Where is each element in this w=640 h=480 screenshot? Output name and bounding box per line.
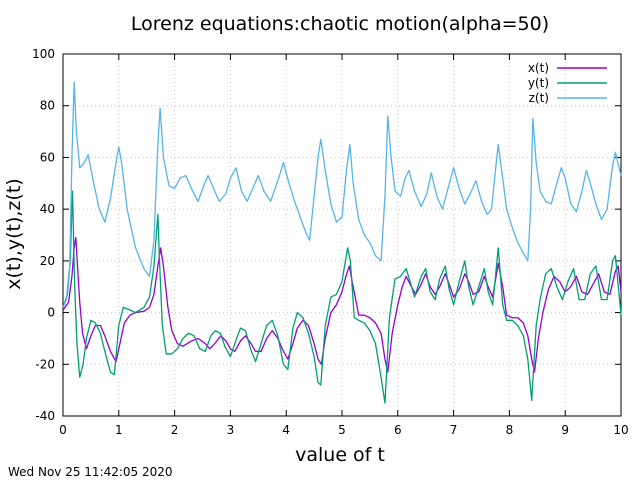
x-tick-label: 8 bbox=[506, 423, 514, 437]
x-tick-label: 0 bbox=[59, 423, 67, 437]
x-tick-label: 10 bbox=[613, 423, 628, 437]
x-tick-label: 7 bbox=[450, 423, 458, 437]
footer-timestamp: Wed Nov 25 11:42:05 2020 bbox=[8, 465, 173, 479]
x-tick-label: 2 bbox=[171, 423, 179, 437]
y-tick-label: 20 bbox=[40, 254, 55, 268]
y-tick-label: 40 bbox=[40, 202, 55, 216]
y-tick-label: -40 bbox=[35, 409, 55, 423]
y-axis-label: x(t),y(t),z(t) bbox=[3, 178, 25, 289]
chart-title: Lorenz equations:chaotic motion(alpha=50… bbox=[131, 13, 549, 35]
legend-label: z(t) bbox=[529, 91, 549, 105]
legend-label: x(t) bbox=[528, 61, 549, 75]
legend: x(t)y(t)z(t) bbox=[528, 61, 607, 105]
series-line-xt bbox=[62, 236, 622, 373]
legend-label: y(t) bbox=[528, 76, 549, 90]
x-tick-label: 4 bbox=[282, 423, 290, 437]
series-line-zt bbox=[62, 81, 622, 308]
y-tick-label: 60 bbox=[40, 150, 55, 164]
y-tick-label: 80 bbox=[40, 99, 55, 113]
axis-ticks: 0 1 2 3 4 5 6 7 8 9 10 -40 -20 0 20 40 60 80 100 bbox=[32, 47, 629, 437]
y-tick-label: -20 bbox=[35, 357, 55, 371]
x-tick-label: 9 bbox=[561, 423, 569, 437]
series-line-yt bbox=[62, 190, 622, 404]
x-axis-label: value of t bbox=[295, 444, 385, 466]
x-tick-label: 1 bbox=[115, 423, 123, 437]
y-tick-label: 100 bbox=[32, 47, 55, 61]
series-lines bbox=[62, 81, 622, 404]
x-tick-label: 6 bbox=[394, 423, 402, 437]
y-tick-label: 0 bbox=[47, 306, 55, 320]
x-tick-label: 3 bbox=[227, 423, 235, 437]
grid-lines bbox=[63, 54, 621, 416]
x-tick-label: 5 bbox=[338, 423, 346, 437]
